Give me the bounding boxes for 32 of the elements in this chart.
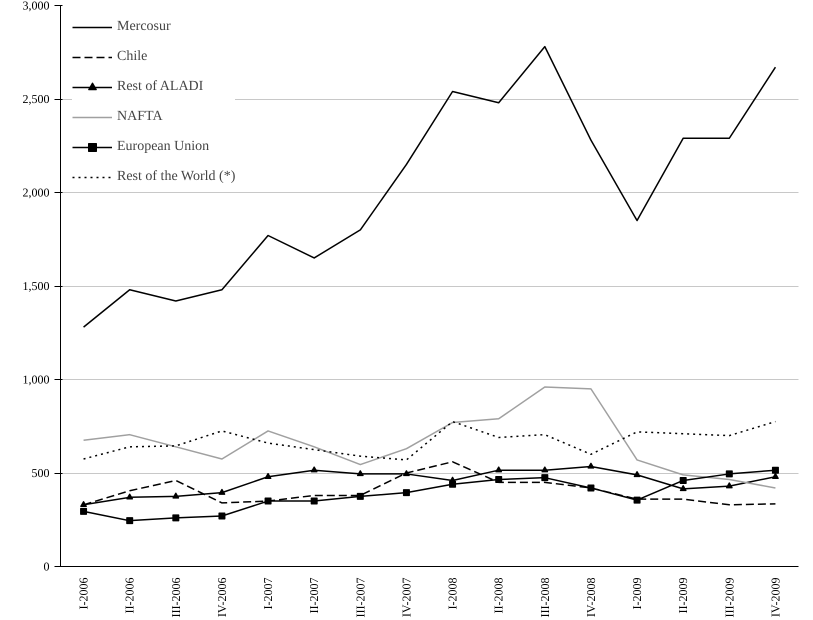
- x-tick-label: III-2008: [538, 578, 552, 618]
- x-tick-label: IV-2006: [214, 577, 229, 618]
- x-tick-label: III-2009: [722, 578, 736, 618]
- x-tick-label: II-2009: [676, 577, 690, 614]
- y-tick-label: 1,500: [22, 279, 50, 293]
- y-tick-label: 2,000: [22, 186, 50, 200]
- y-tick-label: 1,000: [22, 372, 50, 386]
- legend-label: Rest of the World (*): [117, 169, 236, 185]
- legend-label: Chile: [117, 49, 148, 65]
- x-tick-label: I-2009: [630, 577, 644, 610]
- x-tick-label: II-2006: [122, 577, 137, 614]
- y-tick-label: 500: [32, 466, 50, 480]
- y-tick-label: 2,500: [22, 92, 50, 106]
- legend-label: European Union: [117, 139, 210, 155]
- y-tick-label: 3,000: [22, 0, 50, 12]
- line-series: [82, 46, 776, 328]
- line-series: [82, 386, 776, 489]
- legend-label: NAFTA: [117, 109, 163, 125]
- x-tick-label: III-2006: [168, 578, 183, 618]
- line-series: [82, 420, 776, 461]
- x-tick-label: II-2008: [492, 577, 506, 614]
- x-tick-label: IV-2007: [399, 577, 414, 618]
- x-tick-label: IV-2008: [584, 577, 598, 618]
- legend-label: Rest of ALADI: [117, 79, 204, 95]
- x-tick-label: I-2006: [76, 577, 91, 610]
- x-tick-label: IV-2009: [768, 577, 782, 618]
- x-tick-label: III-2007: [353, 578, 368, 618]
- y-tick-label: 0: [44, 560, 50, 574]
- x-tick-label: I-2008: [446, 577, 460, 610]
- x-tick-label: I-2007: [261, 577, 276, 610]
- legend-label: Mercosur: [117, 19, 171, 35]
- x-tick-label: II-2007: [307, 577, 322, 614]
